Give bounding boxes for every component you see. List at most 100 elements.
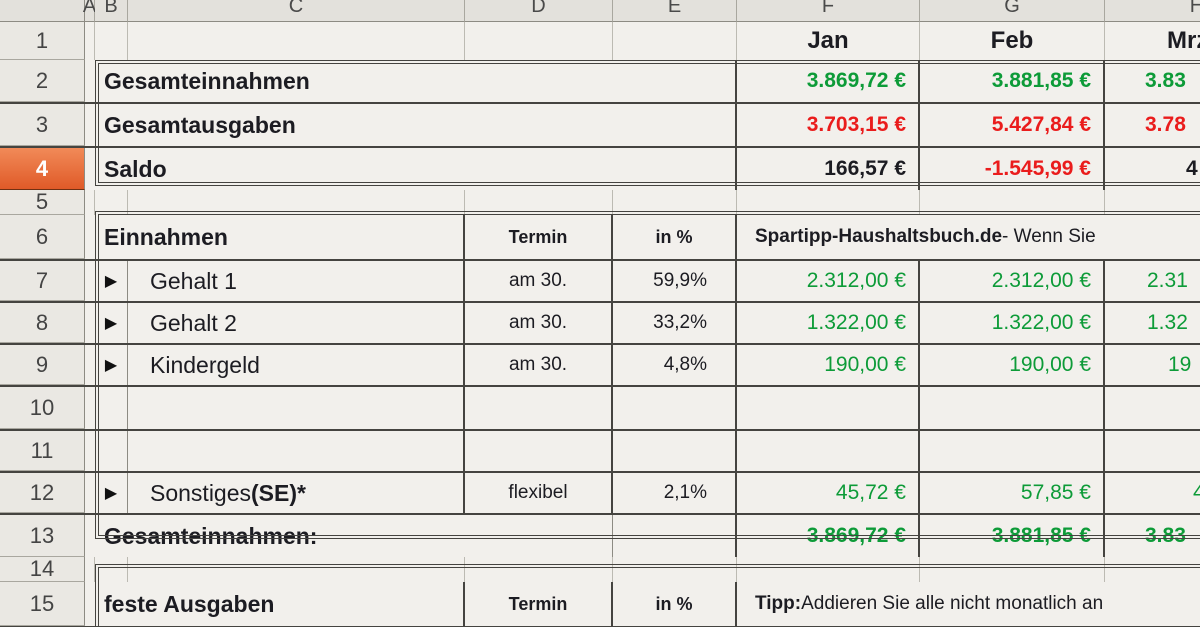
cell-expense-percent-header[interactable]: in % [613, 582, 737, 626]
cell-sonstiges-termin[interactable]: flexibel [465, 473, 613, 513]
cell-a1[interactable] [85, 22, 95, 60]
select-all-corner[interactable] [0, 0, 85, 22]
row-header-3[interactable]: 3 [0, 104, 85, 146]
cell-tipp-note[interactable]: Tipp: Addieren Sie alle nicht monatlich … [737, 582, 1200, 626]
cell-a7[interactable] [85, 261, 95, 301]
row-marker-icon[interactable]: ▶ [95, 345, 128, 385]
cell-e1[interactable] [613, 22, 737, 60]
cell-h5[interactable] [1105, 190, 1200, 215]
cell-h10[interactable] [1105, 387, 1200, 429]
cell-kindergeld-percent[interactable]: 4,8% [613, 345, 737, 385]
cell-sonstiges-jan[interactable]: 45,72 € [737, 473, 920, 513]
col-header-h[interactable]: H [1105, 0, 1200, 22]
cell-h14[interactable] [1105, 557, 1200, 582]
cell-e13[interactable] [613, 515, 737, 557]
cell-a11[interactable] [85, 431, 95, 471]
row-header-7[interactable]: 7 [0, 261, 85, 301]
cell-expense-section-title[interactable]: feste Ausgaben [95, 582, 465, 626]
cell-sonstiges-mrz[interactable]: 4 [1105, 473, 1200, 513]
row-marker-icon[interactable]: ▶ [95, 303, 128, 343]
cell-termin-header[interactable]: Termin [465, 215, 613, 259]
cell-a5[interactable] [85, 190, 95, 215]
cell-a9[interactable] [85, 345, 95, 385]
cell-gehalt1-jan[interactable]: 2.312,00 € [737, 261, 920, 301]
cell-gehalt1-feb[interactable]: 2.312,00 € [920, 261, 1105, 301]
col-header-f[interactable]: F [737, 0, 920, 22]
col-header-d[interactable]: D [465, 0, 613, 22]
cell-saldo-feb[interactable]: -1.545,99 € [920, 148, 1105, 190]
row-header-2[interactable]: 2 [0, 60, 85, 102]
row-header-11[interactable]: 11 [0, 431, 85, 471]
cell-e14[interactable] [613, 557, 737, 582]
cell-g5[interactable] [920, 190, 1105, 215]
cell-e5[interactable] [613, 190, 737, 215]
cell-expense-total-label[interactable]: Gesamtausgaben [95, 104, 737, 146]
col-header-a[interactable]: A [83, 0, 96, 22]
cell-c1[interactable] [128, 22, 465, 60]
cell-c10[interactable] [128, 387, 465, 429]
col-header-g[interactable]: G [920, 0, 1105, 22]
cell-month-feb[interactable]: Feb [920, 22, 1105, 60]
cell-d10[interactable] [465, 387, 613, 429]
cell-b5[interactable] [95, 190, 128, 215]
cell-expense-termin-header[interactable]: Termin [465, 582, 613, 626]
row-header-13[interactable]: 13 [0, 515, 85, 557]
row-header-8[interactable]: 8 [0, 303, 85, 343]
cell-b1[interactable] [95, 22, 128, 60]
cell-kindergeld-feb[interactable]: 190,00 € [920, 345, 1105, 385]
cell-income-total-mrz[interactable]: 3.83 [1105, 515, 1200, 557]
cell-gehalt1-mrz[interactable]: 2.31 [1105, 261, 1200, 301]
cell-e10[interactable] [613, 387, 737, 429]
cell-gehalt1-termin[interactable]: am 30. [465, 261, 613, 301]
cell-f11[interactable] [737, 431, 920, 471]
cell-c14[interactable] [128, 557, 465, 582]
cell-a4[interactable] [85, 148, 95, 190]
cell-month-mrz[interactable]: Mrz [1105, 22, 1200, 60]
cell-expense-jan[interactable]: 3.703,15 € [737, 104, 920, 146]
cell-gehalt1-label[interactable]: Gehalt 1 [128, 261, 465, 301]
cell-kindergeld-mrz[interactable]: 19 [1105, 345, 1200, 385]
cell-c5[interactable] [128, 190, 465, 215]
cell-gehalt2-label[interactable]: Gehalt 2 [128, 303, 465, 343]
cell-gehalt2-feb[interactable]: 1.322,00 € [920, 303, 1105, 343]
cell-b11[interactable] [95, 431, 128, 471]
row-header-1[interactable]: 1 [0, 22, 85, 60]
cell-income-total-row-label[interactable]: Gesamteinnahmen: [95, 515, 465, 557]
cell-a13[interactable] [85, 515, 95, 557]
cell-d11[interactable] [465, 431, 613, 471]
cell-income-feb[interactable]: 3.881,85 € [920, 60, 1105, 102]
cell-gehalt2-jan[interactable]: 1.322,00 € [737, 303, 920, 343]
row-header-14[interactable]: 14 [0, 557, 85, 582]
cell-b14[interactable] [95, 557, 128, 582]
cell-a14[interactable] [85, 557, 95, 582]
cell-gehalt2-mrz[interactable]: 1.32 [1105, 303, 1200, 343]
cell-f10[interactable] [737, 387, 920, 429]
cell-b10[interactable] [95, 387, 128, 429]
row-header-10[interactable]: 10 [0, 387, 85, 429]
cell-sonstiges-feb[interactable]: 57,85 € [920, 473, 1105, 513]
cell-income-total-jan[interactable]: 3.869,72 € [737, 515, 920, 557]
row-header-4-selected[interactable]: 4 [0, 148, 85, 190]
cell-expense-mrz[interactable]: 3.78 [1105, 104, 1200, 146]
cell-c11[interactable] [128, 431, 465, 471]
row-header-6[interactable]: 6 [0, 215, 85, 259]
row-header-9[interactable]: 9 [0, 345, 85, 385]
cell-g14[interactable] [920, 557, 1105, 582]
cell-e11[interactable] [613, 431, 737, 471]
row-header-5[interactable]: 5 [0, 190, 85, 215]
cell-percent-header[interactable]: in % [613, 215, 737, 259]
cell-g10[interactable] [920, 387, 1105, 429]
cell-d14[interactable] [465, 557, 613, 582]
cell-a6[interactable] [85, 215, 95, 259]
cell-gehalt2-termin[interactable]: am 30. [465, 303, 613, 343]
cell-a15[interactable] [85, 582, 95, 626]
cell-sonstiges-label[interactable]: Sonstiges (SE)* [128, 473, 465, 513]
cell-kindergeld-jan[interactable]: 190,00 € [737, 345, 920, 385]
cell-d13[interactable] [465, 515, 613, 557]
cell-income-mrz[interactable]: 3.83 [1105, 60, 1200, 102]
cell-income-jan[interactable]: 3.869,72 € [737, 60, 920, 102]
row-header-12[interactable]: 12 [0, 473, 85, 513]
row-marker-icon[interactable]: ▶ [95, 261, 128, 301]
cell-income-section-title[interactable]: Einnahmen [95, 215, 465, 259]
cell-month-jan[interactable]: Jan [737, 22, 920, 60]
